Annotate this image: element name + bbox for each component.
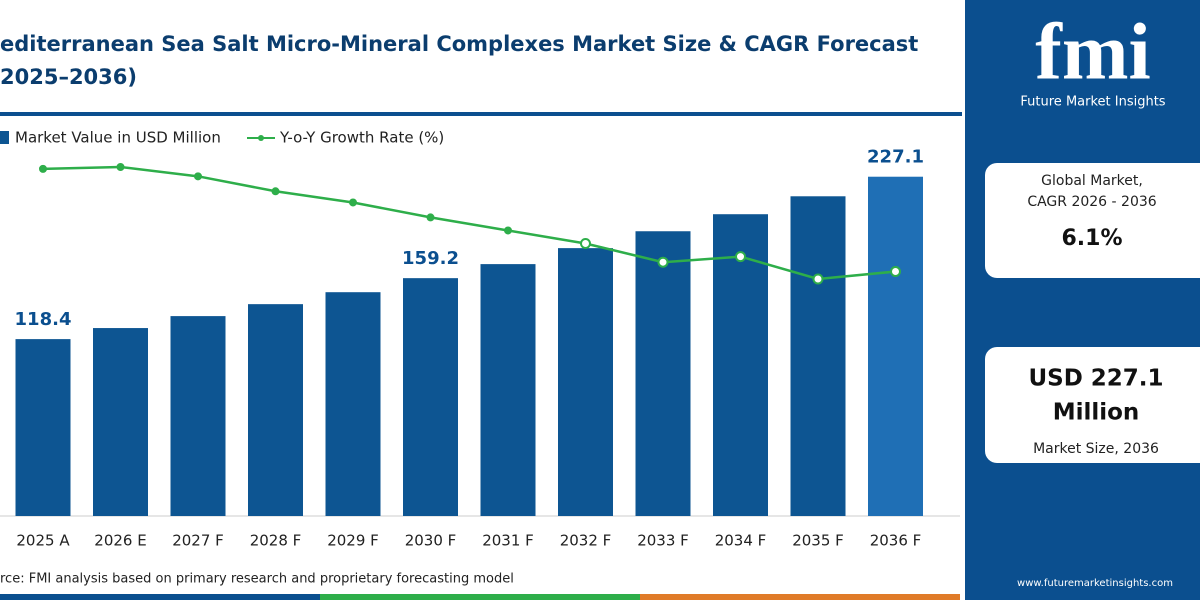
- bar: [248, 304, 303, 516]
- bar: [558, 248, 613, 516]
- card-value: USD 227.1: [1028, 366, 1163, 392]
- legend-swatch: [0, 131, 9, 144]
- legend-label: Y-o-Y Growth Rate (%): [279, 129, 444, 147]
- bar: [635, 231, 691, 517]
- legend-marker: [258, 135, 264, 141]
- card-value: 6.1%: [1061, 226, 1122, 251]
- cagr-card: [985, 163, 1200, 278]
- growth-point: [194, 172, 202, 181]
- card-label: Global Market,: [1041, 173, 1143, 189]
- footer-strip: [640, 594, 960, 600]
- plot: 2025 A 2026 E 2027 F 2028 F 2029 F 2030 F 2031…: [15, 147, 924, 550]
- x-tick-label: 2028 F: [250, 532, 302, 550]
- side-panel: [965, 0, 1200, 600]
- bar: [15, 339, 71, 516]
- website: www.futuremarketinsights.com: [1017, 578, 1173, 589]
- card-label: Market Size, 2036: [1033, 441, 1159, 457]
- x-tick-label: 2030 F: [405, 532, 457, 550]
- growth-point: [890, 266, 901, 278]
- chart-title: 2025–2036): [0, 65, 137, 89]
- value-label: 227.1: [867, 147, 924, 168]
- growth-point: [349, 198, 357, 207]
- growth-point: [504, 226, 512, 235]
- bar: [480, 264, 536, 516]
- footer-strip: [0, 594, 320, 600]
- x-tick-label: 2032 F: [560, 532, 612, 550]
- bar: [868, 176, 923, 517]
- legend-label: Market Value in USD Million: [15, 129, 221, 147]
- x-tick-label: 2025 A: [16, 532, 70, 550]
- growth-line: [42, 165, 896, 281]
- title-rule: [0, 112, 962, 116]
- logo: fmi: [1035, 8, 1151, 96]
- bar: [790, 196, 846, 516]
- chart-title: editerranean Sea Salt Micro-Mineral Comp…: [0, 32, 918, 56]
- growth-point: [735, 251, 746, 263]
- x-tick-label: 2035 F: [792, 532, 844, 550]
- growth-point: [812, 273, 824, 285]
- size-card: [985, 347, 1200, 463]
- x-tick-label: 2027 F: [172, 532, 224, 550]
- brand-name: Future Market Insights: [1020, 95, 1165, 110]
- x-tick-label: 2026 E: [94, 532, 146, 550]
- x-tick-label: 2033 F: [637, 532, 689, 550]
- x-tick-label: 2036 F: [870, 532, 922, 550]
- bar: [403, 278, 458, 516]
- x-tick-label: 2031 F: [482, 532, 534, 550]
- growth-point: [116, 163, 125, 171]
- value-label: 118.4: [15, 309, 72, 330]
- bar: [93, 328, 148, 516]
- x-tick-label: 2029 F: [327, 532, 379, 550]
- bar: [713, 214, 768, 516]
- growth-point: [580, 238, 591, 250]
- growth-point: [657, 256, 669, 268]
- growth-point: [271, 187, 280, 196]
- card-value: Million: [1053, 400, 1140, 426]
- bar: [325, 292, 381, 516]
- value-label: 159.2: [402, 248, 459, 269]
- card-label: CAGR 2026 - 2036: [1027, 194, 1156, 210]
- x-tick-label: 2034 F: [715, 532, 767, 550]
- growth-point: [426, 213, 435, 222]
- source-note: rce: FMI analysis based on primary resea…: [0, 572, 514, 587]
- footer-strip: [320, 594, 640, 600]
- growth-point: [39, 164, 47, 173]
- bar: [170, 316, 226, 516]
